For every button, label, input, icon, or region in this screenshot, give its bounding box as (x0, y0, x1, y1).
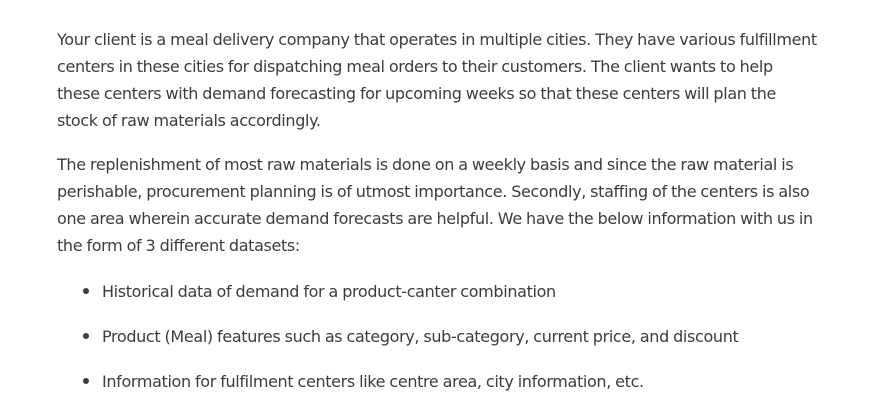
list-item: Information for fulfilment centers like … (80, 368, 840, 395)
replenishment-paragraph: The replenishment of most raw materials … (57, 155, 813, 255)
document-body: Your client is a meal delivery company t… (57, 26, 817, 259)
list-item-text: Product (Meal) features such as category… (102, 327, 739, 346)
intro-paragraph: Your client is a meal delivery company t… (57, 30, 817, 130)
list-item-text: Historical data of demand for a product-… (102, 282, 556, 301)
bullet-icon (83, 333, 89, 339)
bullet-icon (83, 288, 89, 294)
list-item-text: Information for fulfilment centers like … (102, 372, 644, 391)
bullet-icon (83, 378, 89, 384)
list-item: Historical data of demand for a product-… (80, 278, 840, 305)
dataset-list: Historical data of demand for a product-… (80, 278, 840, 413)
list-item: Product (Meal) features such as category… (80, 323, 840, 350)
